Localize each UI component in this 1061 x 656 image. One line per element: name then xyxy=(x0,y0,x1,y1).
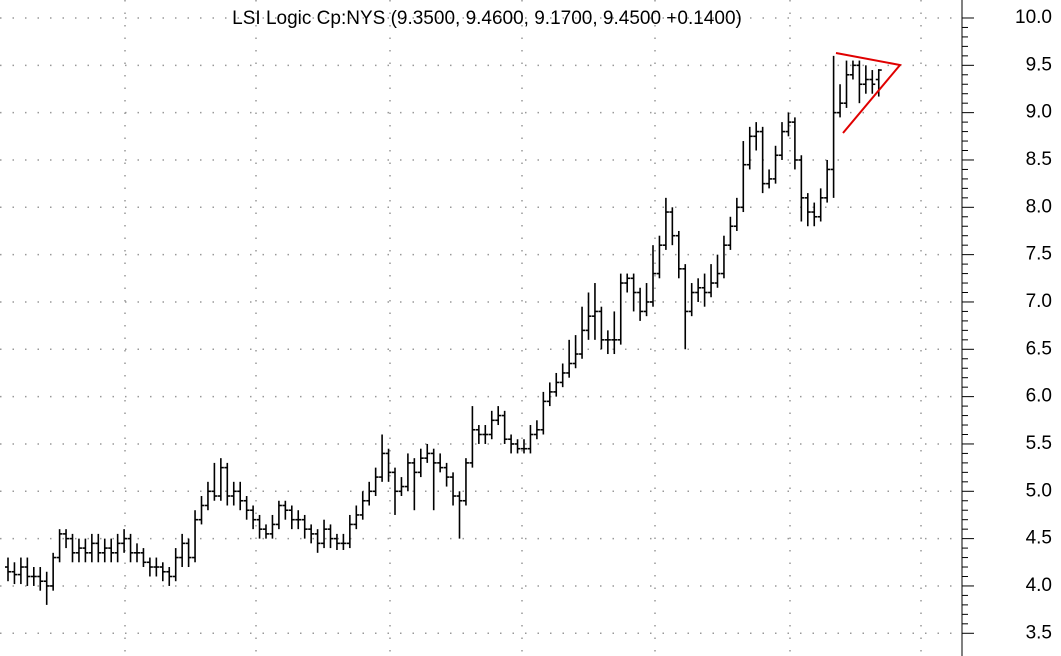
chart-title: LSI Logic Cp:NYS (9.3500, 9.4600, 9.1700… xyxy=(232,8,742,29)
y-tick-label: 6.5 xyxy=(1026,338,1052,359)
triangle-annotation xyxy=(835,52,902,134)
y-tick-label: 4.0 xyxy=(1026,575,1052,596)
y-tick-label: 5.0 xyxy=(1026,480,1052,501)
y-tick-label: 7.5 xyxy=(1026,244,1052,265)
y-tick-label: 3.5 xyxy=(1026,622,1052,643)
y-tick-label: 8.5 xyxy=(1026,149,1052,170)
y-tick-label: 4.5 xyxy=(1026,528,1052,549)
y-tick-label: 8.0 xyxy=(1026,196,1052,217)
y-tick-label: 9.0 xyxy=(1026,102,1052,123)
y-tick-label: 10.0 xyxy=(1015,7,1052,28)
y-tick-label: 9.5 xyxy=(1026,54,1052,75)
y-tick-label: 5.5 xyxy=(1026,433,1052,454)
y-tick-label: 6.0 xyxy=(1026,386,1052,407)
y-tick-label: 7.0 xyxy=(1026,291,1052,312)
